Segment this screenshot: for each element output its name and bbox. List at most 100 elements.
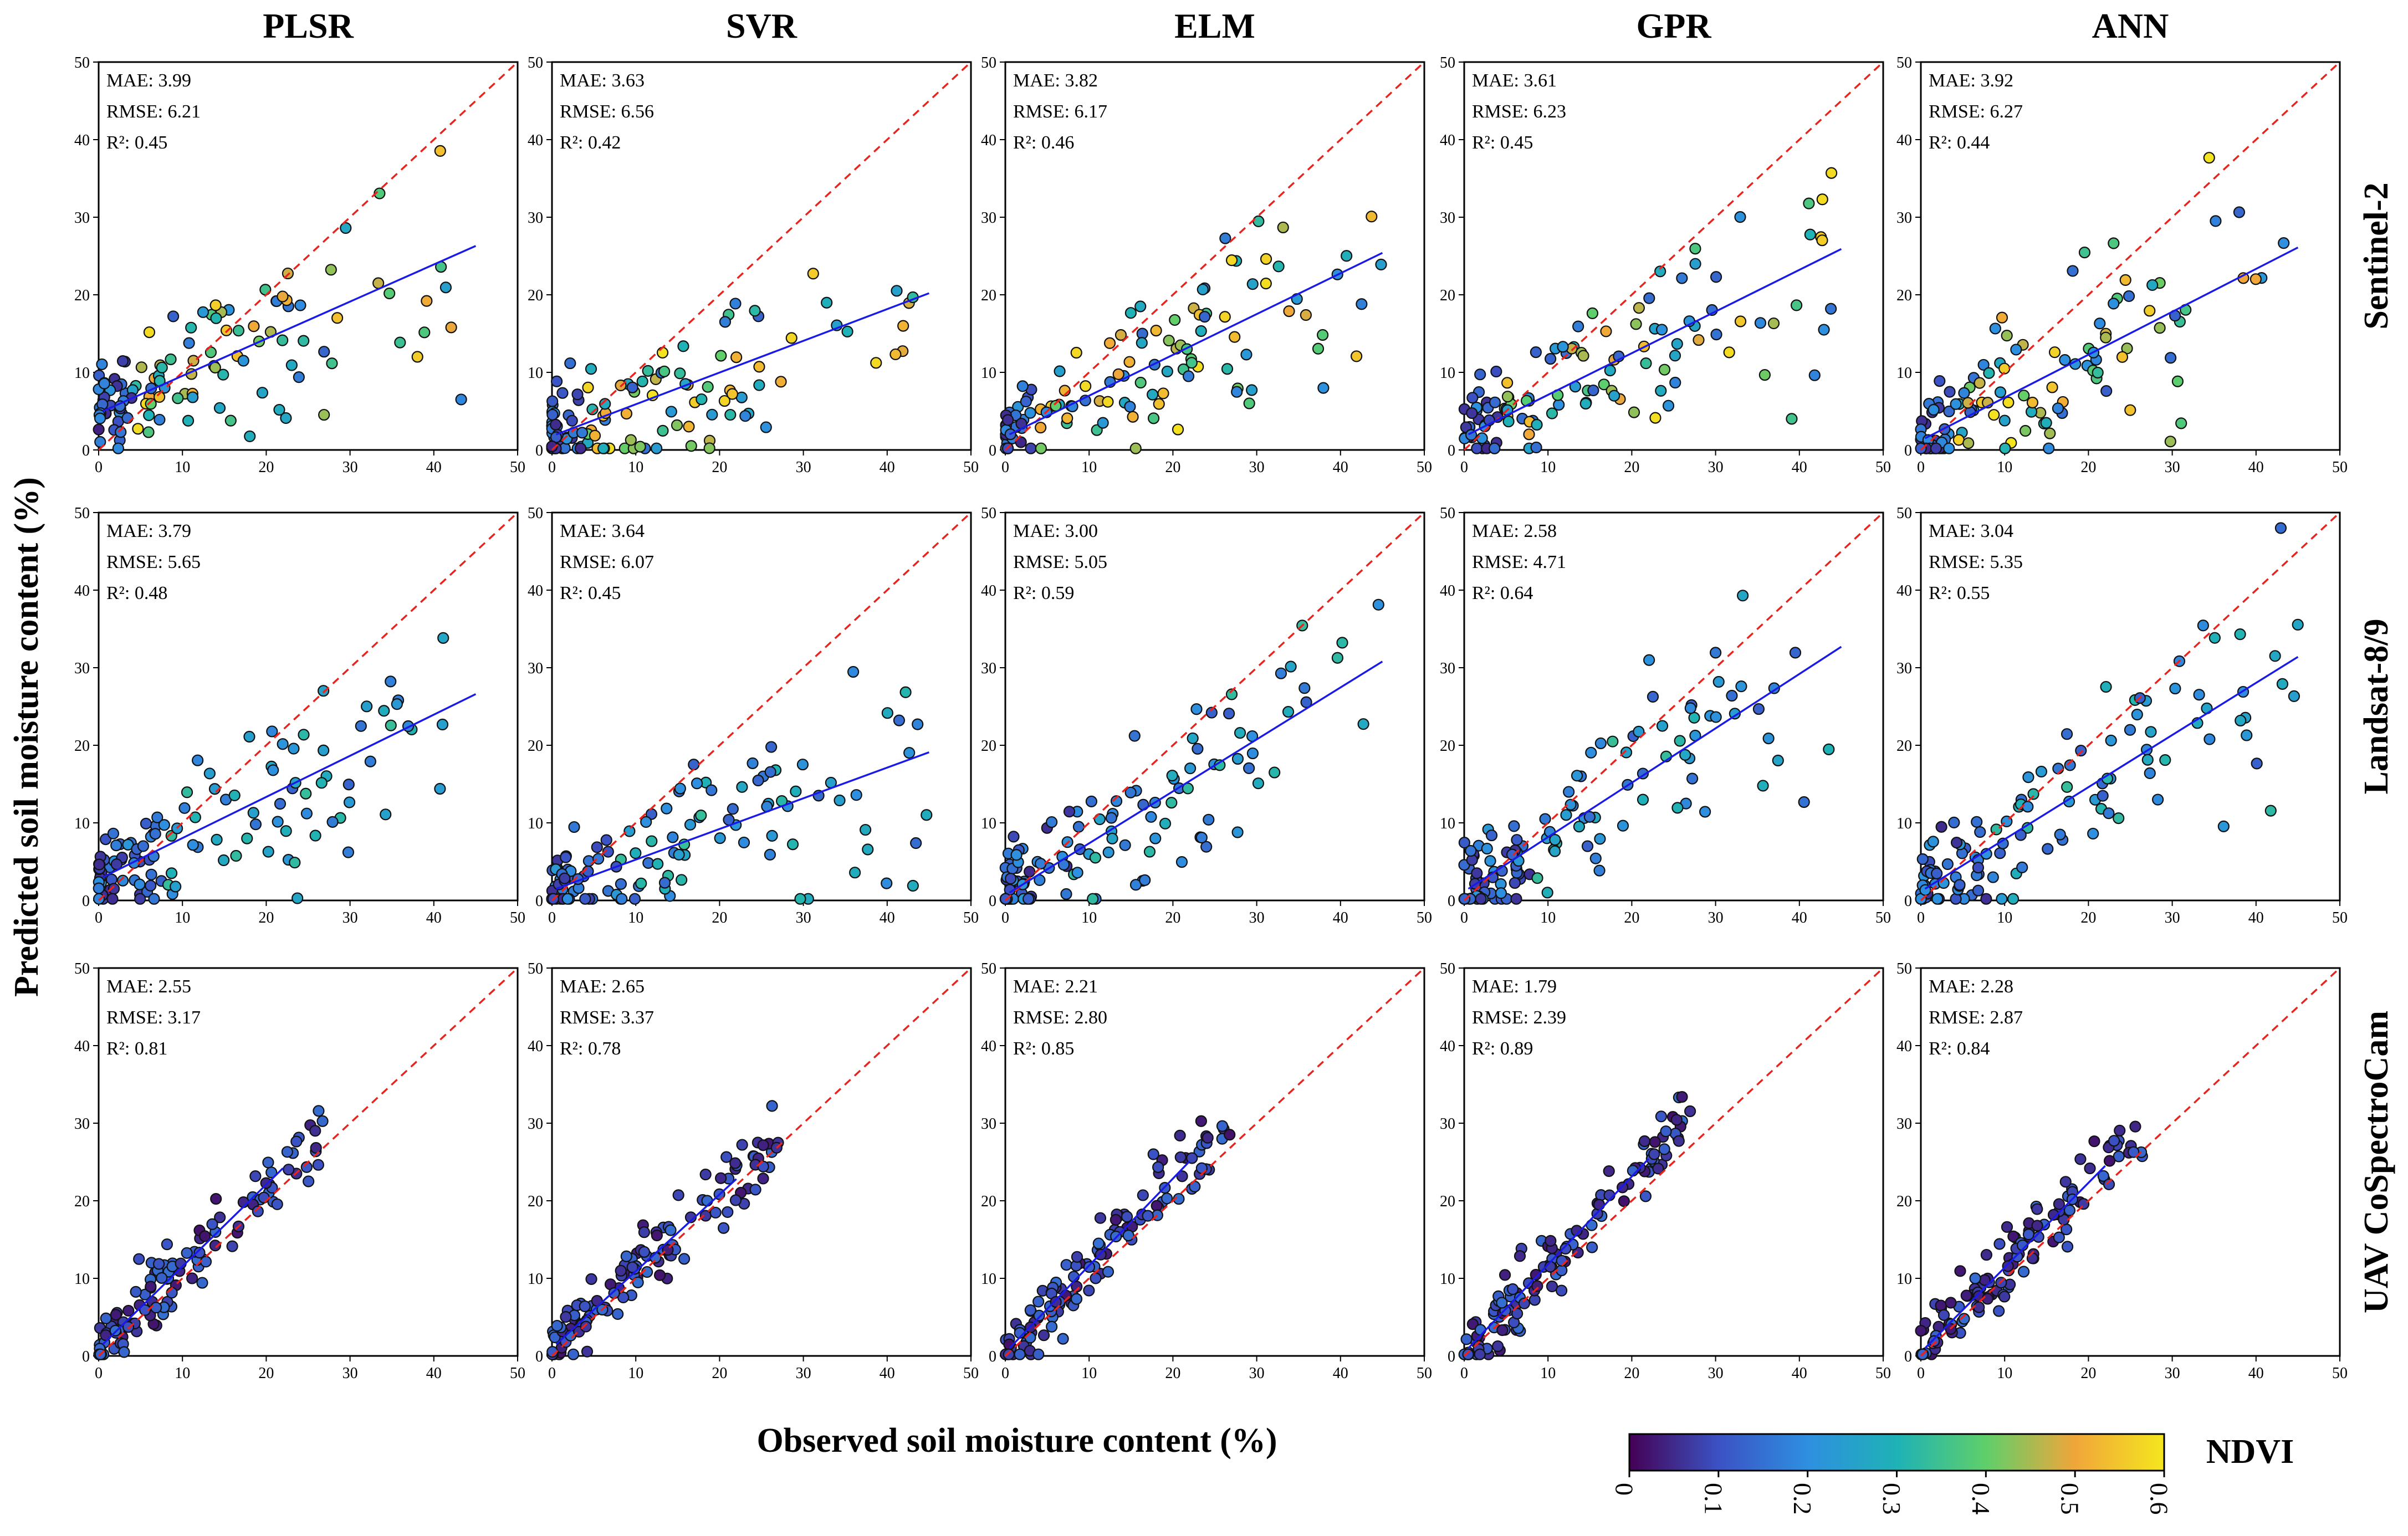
data-point (1555, 1284, 1568, 1297)
data-point (143, 409, 155, 422)
data-point (1252, 777, 1265, 790)
one-to-one-line (98, 967, 519, 1357)
row-title: UAV CoSpectroCam (2358, 1011, 2395, 1313)
data-point (2035, 765, 2048, 778)
data-point (2001, 330, 2013, 342)
x-tick-label: 0 (548, 909, 556, 926)
data-point (891, 285, 903, 297)
data-point (1927, 836, 1939, 848)
data-point (585, 363, 597, 375)
data-point (187, 391, 199, 403)
data-point (1219, 232, 1231, 244)
data-point (753, 361, 765, 373)
data-point (775, 376, 787, 388)
data-point (2269, 650, 2281, 662)
data-point (1679, 749, 1691, 761)
data-point (2010, 344, 2022, 356)
data-point (602, 846, 614, 858)
data-point (394, 336, 406, 349)
data-point (145, 879, 157, 892)
y-tick-label: 40 (981, 132, 996, 149)
data-point (1996, 311, 2008, 324)
data-point (290, 1135, 303, 1148)
data-point (267, 764, 279, 776)
data-point (757, 1173, 769, 1185)
data-point (1195, 832, 1208, 844)
y-tick-label: 40 (528, 132, 543, 149)
data-point (421, 295, 433, 307)
data-point (615, 1264, 627, 1277)
data-point (2145, 726, 2157, 738)
data-point (699, 1210, 712, 1222)
y-tick-label: 50 (74, 54, 90, 71)
x-tick-label: 0 (95, 909, 103, 926)
data-point (1197, 283, 1209, 296)
x-tick-label: 50 (1417, 1365, 1432, 1382)
metric-mae: MAE: 3.61 (1472, 70, 1557, 91)
data-point (1243, 397, 1255, 409)
data-point (137, 840, 150, 852)
y-tick-label: 0 (1448, 1348, 1455, 1365)
data-point (2084, 1162, 2096, 1175)
data-point (684, 1211, 697, 1223)
data-point (2169, 682, 2181, 695)
x-tick-label: 30 (2165, 909, 2180, 926)
data-point (1024, 866, 1036, 878)
metric-r2: R²: 0.46 (1013, 132, 1074, 153)
data-point (1466, 392, 1479, 404)
y-tick-label: 10 (74, 815, 90, 832)
data-point (576, 427, 589, 439)
y-tick-label: 20 (1440, 738, 1455, 755)
data-point (1022, 893, 1035, 905)
data-point (165, 867, 178, 879)
data-point (1545, 1235, 1557, 1247)
data-point (98, 377, 110, 390)
data-point (300, 787, 312, 800)
colorbar-tick-label: 0.6 (2145, 1483, 2173, 1515)
data-point (653, 1269, 666, 1281)
data-point (2108, 237, 2120, 249)
x-axis-label: Observed soil moisture content (%) (756, 1422, 1277, 1460)
data-point (1035, 422, 1047, 434)
data-point (1656, 324, 1668, 336)
data-point (156, 1272, 168, 1284)
data-point (1915, 442, 1927, 454)
data-point (860, 823, 872, 836)
data-point (2022, 1228, 2035, 1241)
metric-rmse: RMSE: 5.05 (1013, 552, 1107, 572)
y-tick-label: 10 (1896, 815, 1912, 832)
data-point (1501, 391, 1514, 403)
data-point (2031, 1220, 2043, 1232)
data-point (2146, 279, 2159, 291)
data-point (560, 851, 572, 863)
data-point (122, 1321, 135, 1333)
data-point (2288, 690, 2300, 702)
data-point (1655, 1110, 1668, 1123)
data-point (652, 858, 664, 870)
regression-line (555, 751, 929, 890)
data-point (1161, 1192, 1173, 1205)
data-point (1548, 845, 1561, 857)
data-point (1351, 350, 1363, 362)
x-tick-label: 50 (1417, 459, 1432, 476)
data-point (1962, 397, 1974, 409)
x-tick-label: 30 (1249, 459, 1265, 476)
data-point (2022, 771, 2034, 784)
y-tick-label: 0 (535, 1348, 543, 1365)
data-point (1673, 1135, 1685, 1147)
y-tick-label: 40 (1896, 132, 1912, 149)
one-to-one-line (98, 61, 519, 451)
x-tick-label: 50 (510, 1365, 525, 1382)
data-point (1046, 816, 1058, 828)
data-point (709, 1206, 722, 1219)
colorbar-tick-label: 0.5 (2056, 1483, 2084, 1515)
x-tick-label: 20 (712, 909, 727, 926)
data-point (154, 413, 166, 426)
data-point (1129, 442, 1142, 454)
data-point (150, 1302, 162, 1314)
data-point (1003, 1348, 1015, 1360)
data-point (1054, 365, 1066, 377)
x-tick-label: 30 (342, 459, 358, 476)
data-point (749, 305, 761, 317)
